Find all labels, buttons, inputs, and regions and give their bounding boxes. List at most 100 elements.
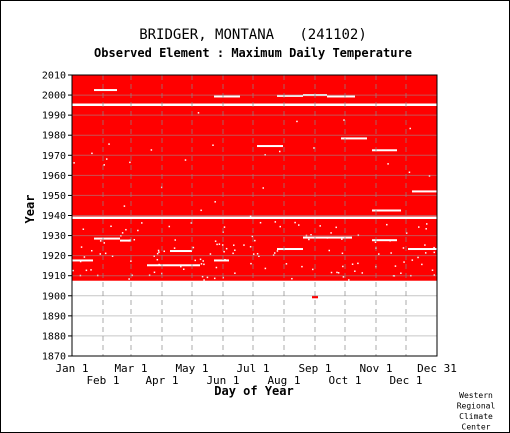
missing-day (308, 238, 310, 241)
missing-day (354, 270, 356, 272)
missing-day (90, 249, 93, 252)
missing-day (279, 225, 281, 228)
missing-day (232, 252, 234, 255)
missing-segment (214, 259, 229, 262)
missing-day (403, 261, 405, 263)
missing-day (259, 221, 262, 224)
missing-day (330, 232, 332, 234)
missing-day (330, 271, 333, 274)
missing-day (361, 272, 364, 274)
missing-day (400, 272, 402, 274)
missing-segment (372, 209, 401, 212)
missing-day (137, 229, 139, 232)
missing-day (158, 251, 160, 253)
missing-day (199, 258, 202, 261)
missing-day (357, 262, 359, 265)
missing-day (104, 252, 107, 255)
missing-day (234, 272, 236, 274)
missing-day (319, 225, 321, 227)
missing-day (72, 269, 74, 272)
x-tick-label: Dec 1 (389, 374, 422, 387)
missing-day (158, 263, 160, 266)
missing-day (374, 241, 377, 243)
y-tick-label: 1980 (42, 131, 66, 142)
chart-title: BRIDGER, MONTANA (241102) (139, 27, 367, 43)
missing-day (216, 243, 218, 246)
missing-day (328, 249, 331, 252)
missing-day (214, 201, 216, 203)
missing-day (378, 253, 380, 255)
x-tick-label: Sep 1 (298, 362, 331, 375)
y-tick-label: 1900 (42, 291, 66, 302)
missing-day (421, 263, 423, 266)
missing-day (156, 252, 159, 255)
missing-day (73, 162, 75, 164)
y-tick-label: 1970 (42, 151, 66, 162)
missing-day (341, 238, 343, 240)
x-axis-label: Day of Year (214, 384, 293, 398)
missing-day (174, 239, 177, 241)
missing-year-line (72, 216, 437, 220)
missing-day (298, 224, 300, 226)
missing-day (108, 143, 110, 145)
missing-day (233, 244, 235, 246)
missing-day (79, 260, 82, 263)
x-tick-label: May 1 (175, 362, 208, 375)
missing-day (111, 255, 114, 257)
missing-day (213, 277, 216, 280)
missing-day (291, 277, 293, 280)
missing-segment (341, 137, 367, 140)
missing-day (209, 253, 212, 255)
missing-segment (120, 239, 131, 242)
missing-day (200, 209, 202, 212)
missing-day (249, 215, 252, 217)
missing-day (251, 235, 254, 238)
missing-day (408, 171, 411, 174)
missing-day (313, 147, 315, 149)
missing-day (264, 267, 267, 270)
missing-day (110, 225, 112, 228)
missing-day (279, 150, 281, 153)
missing-day (128, 240, 130, 242)
missing-day (85, 269, 88, 272)
missing-day (424, 252, 427, 254)
missing-day (433, 274, 436, 276)
missing-day (390, 252, 392, 254)
missing-day (197, 112, 200, 114)
y-tick-label: 1990 (42, 111, 66, 122)
missing-day (121, 232, 124, 234)
x-tick-label: Aug 1 (267, 374, 300, 387)
missing-day (254, 239, 256, 242)
y-axis-label: Year (23, 195, 37, 224)
missing-segment (94, 89, 117, 92)
missing-day (305, 236, 307, 239)
missing-day (194, 259, 196, 262)
missing-day (190, 222, 193, 224)
missing-day (343, 119, 345, 121)
missing-day (133, 238, 136, 241)
missing-day (200, 263, 203, 265)
missing-day (224, 259, 226, 261)
y-tick-label: 1940 (42, 211, 66, 222)
missing-segment (170, 250, 192, 253)
missing-segment (372, 149, 397, 152)
missing-segment (147, 264, 200, 267)
y-tick-label: 1930 (42, 231, 66, 242)
y-tick-label: 1960 (42, 171, 66, 182)
missing-day (426, 223, 428, 225)
missing-day (201, 275, 204, 278)
missing-day (123, 205, 126, 207)
missing-day (418, 226, 420, 228)
missing-segment (214, 95, 240, 98)
missing-day (215, 266, 218, 269)
missing-day (130, 260, 132, 262)
x-tick-label: Mar 1 (114, 362, 147, 375)
chart-subtitle: Observed Element : Maximum Daily Tempera… (94, 46, 412, 60)
missing-day (129, 239, 132, 241)
missing-day (214, 240, 217, 242)
credit-line: Regional (457, 402, 496, 411)
missing-day (128, 278, 130, 280)
missing-day (218, 243, 221, 245)
missing-day (296, 120, 298, 123)
